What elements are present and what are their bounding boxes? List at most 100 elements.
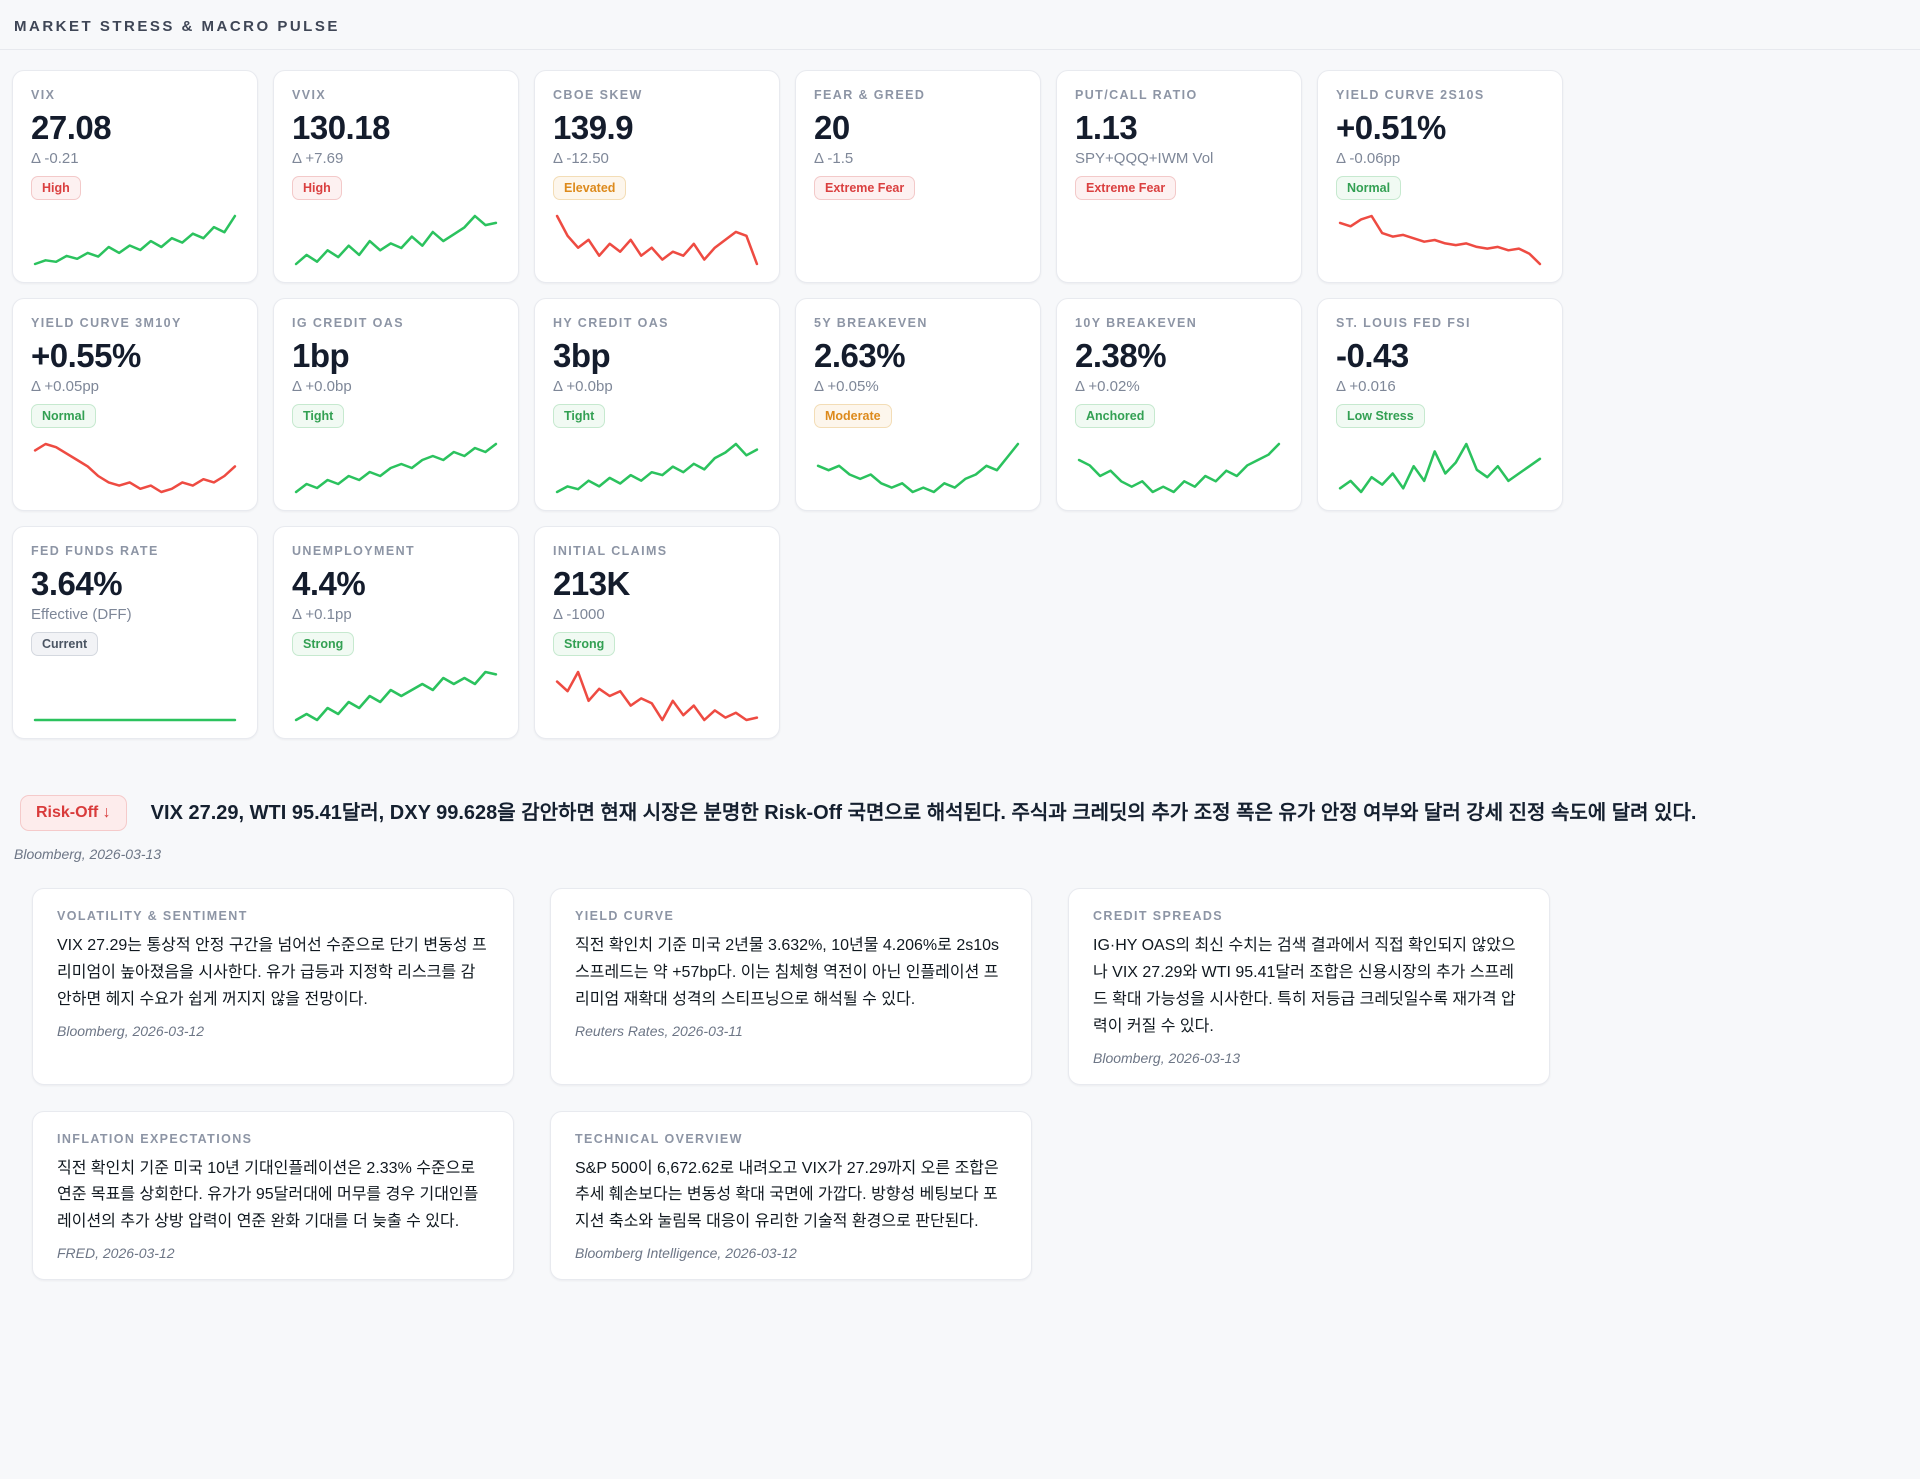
- metric-title: VVIX: [292, 88, 327, 102]
- status-badge: Current: [31, 632, 99, 656]
- metric-value: 27.08: [31, 109, 112, 146]
- summary-line: Risk-Off ↓ VIX 27.29, WTI 95.41달러, DXY 9…: [20, 795, 1908, 831]
- sparkline-chart: [294, 214, 498, 266]
- metric-value: 213K: [553, 565, 630, 602]
- badge-row: Extreme Fear: [814, 176, 1022, 200]
- sparkline-chart: [294, 670, 498, 722]
- metric-title: HY CREDIT OAS: [553, 316, 669, 330]
- status-badge: Extreme Fear: [1075, 176, 1177, 200]
- metric-value: -0.43: [1336, 337, 1409, 374]
- metric-card: IG CREDIT OAS 1bp Δ +0.0bp Tight: [273, 298, 519, 511]
- metric-value: 1.13: [1075, 109, 1138, 146]
- note-source: Bloomberg, 2026-03-13: [1093, 1049, 1241, 1066]
- metric-card: YIELD CURVE 3M10Y +0.55% Δ +0.05pp Norma…: [12, 298, 258, 511]
- status-badge: Elevated: [553, 176, 627, 200]
- note-title: INFLATION EXPECTATIONS: [57, 1131, 253, 1146]
- header-divider: [0, 49, 1920, 50]
- status-badge: Normal: [31, 404, 97, 428]
- note-source: Bloomberg Intelligence, 2026-03-12: [575, 1245, 797, 1262]
- badge-row: Current: [31, 632, 239, 656]
- badge-row: Strong: [553, 632, 761, 656]
- note-card: VOLATILITY & SENTIMENT VIX 27.29는 통상적 안정…: [32, 888, 514, 1085]
- status-badge: Extreme Fear: [814, 176, 916, 200]
- metric-card: PUT/CALL RATIO 1.13 SPY+QQQ+IWM Vol Extr…: [1056, 70, 1302, 283]
- metric-title: CBOE SKEW: [553, 88, 643, 102]
- metric-title: YIELD CURVE 2S10S: [1336, 88, 1485, 102]
- badge-row: Low Stress: [1336, 404, 1544, 428]
- metric-delta: Δ -1000: [553, 606, 605, 623]
- badge-row: Normal: [1336, 176, 1544, 200]
- metric-title: FED FUNDS RATE: [31, 544, 159, 558]
- metric-delta: Δ +0.0bp: [553, 378, 613, 395]
- note-card: INFLATION EXPECTATIONS 직전 확인치 기준 미국 10년 …: [32, 1110, 514, 1281]
- metric-card: VIX 27.08 Δ -0.21 High: [12, 70, 258, 283]
- metric-card: INITIAL CLAIMS 213K Δ -1000 Strong: [534, 526, 780, 739]
- badge-row: Strong: [292, 632, 500, 656]
- status-badge: Normal: [1336, 176, 1402, 200]
- metric-title: YIELD CURVE 3M10Y: [31, 316, 182, 330]
- metric-card: FEAR & GREED 20 Δ -1.5 Extreme Fear: [795, 70, 1041, 283]
- metric-title: UNEMPLOYMENT: [292, 544, 416, 558]
- note-body: IG·HY OAS의 최신 수치는 검색 결과에서 직접 확인되지 않았으나 V…: [1093, 937, 1516, 1035]
- status-badge: Strong: [553, 632, 616, 656]
- sparkline-chart: [814, 212, 1022, 268]
- badge-row: Tight: [292, 404, 500, 428]
- sparkline-chart: [816, 442, 1020, 494]
- badge-row: Extreme Fear: [1075, 176, 1283, 200]
- badge-row: Tight: [553, 404, 761, 428]
- metric-card: ST. LOUIS FED FSI -0.43 Δ +0.016 Low Str…: [1317, 298, 1563, 511]
- metric-title: IG CREDIT OAS: [292, 316, 404, 330]
- metric-title: PUT/CALL RATIO: [1075, 88, 1198, 102]
- metric-title: INITIAL CLAIMS: [553, 544, 668, 558]
- risk-summary: Risk-Off ↓ VIX 27.29, WTI 95.41달러, DXY 9…: [12, 795, 1908, 862]
- note-body: 직전 확인치 기준 미국 2년물 3.632%, 10년물 4.206%로 2s…: [575, 937, 1000, 1008]
- metrics-grid: VIX 27.08 Δ -0.21 High VVIX 130.18 Δ +7.…: [12, 70, 1908, 739]
- note-title: TECHNICAL OVERVIEW: [575, 1131, 743, 1146]
- metric-title: FEAR & GREED: [814, 88, 926, 102]
- badge-row: High: [31, 176, 239, 200]
- metric-delta: Δ +0.016: [1336, 378, 1396, 395]
- badge-row: Normal: [31, 404, 239, 428]
- metric-delta: Δ +0.02%: [1075, 378, 1140, 395]
- summary-text: VIX 27.29, WTI 95.41달러, DXY 99.628을 감안하면…: [150, 802, 1697, 824]
- note-body: S&P 500이 6,672.62로 내려오고 VIX가 27.29까지 오른 …: [575, 1159, 999, 1231]
- metric-delta: SPY+QQQ+IWM Vol: [1075, 150, 1214, 167]
- badge-row: Anchored: [1075, 404, 1283, 428]
- note-body: VIX 27.29는 통상적 안정 구간을 넘어선 수준으로 단기 변동성 프리…: [57, 937, 487, 1008]
- sparkline-chart: [555, 214, 759, 266]
- metric-delta: Δ -12.50: [553, 150, 609, 167]
- sparkline-chart: [555, 442, 759, 494]
- note-title: VOLATILITY & SENTIMENT: [57, 909, 248, 923]
- risk-off-badge: Risk-Off ↓: [20, 795, 127, 831]
- metric-delta: Δ +0.05%: [814, 378, 879, 395]
- metric-delta: Δ -1.5: [814, 150, 854, 167]
- badge-row: High: [292, 176, 500, 200]
- sparkline-chart: [1077, 442, 1281, 494]
- metric-value: +0.51%: [1336, 109, 1446, 146]
- note-card: CREDIT SPREADS IG·HY OAS의 최신 수치는 검색 결과에서…: [1068, 888, 1550, 1085]
- status-badge: Strong: [292, 632, 355, 656]
- sparkline-chart: [33, 214, 237, 266]
- metric-card: UNEMPLOYMENT 4.4% Δ +0.1pp Strong: [273, 526, 519, 739]
- metric-value: 3bp: [553, 337, 611, 374]
- metric-value: 2.38%: [1075, 337, 1167, 374]
- sparkline-chart: [555, 670, 759, 722]
- sparkline-chart: [294, 442, 498, 494]
- metric-value: 130.18: [292, 109, 390, 146]
- metric-card: CBOE SKEW 139.9 Δ -12.50 Elevated: [534, 70, 780, 283]
- summary-source: Bloomberg, 2026-03-13: [14, 846, 162, 862]
- status-badge: High: [292, 176, 342, 200]
- metric-card: YIELD CURVE 2S10S +0.51% Δ -0.06pp Norma…: [1317, 70, 1563, 283]
- metric-delta: Δ +0.05pp: [31, 378, 99, 395]
- metric-delta: Δ -0.06pp: [1336, 150, 1401, 167]
- metric-value: 2.63%: [814, 337, 906, 374]
- metric-delta: Effective (DFF): [31, 606, 132, 623]
- metric-value: 3.64%: [31, 565, 123, 602]
- note-title: YIELD CURVE: [575, 909, 675, 923]
- metric-delta: Δ +7.69: [292, 150, 344, 167]
- metric-card: VVIX 130.18 Δ +7.69 High: [273, 70, 519, 283]
- note-source: Reuters Rates, 2026-03-11: [575, 1022, 743, 1039]
- status-badge: Moderate: [814, 404, 892, 428]
- market-stress-dashboard: MARKET STRESS & MACRO PULSE VIX 27.08 Δ …: [0, 18, 1920, 1281]
- metric-delta: Δ -0.21: [31, 150, 79, 167]
